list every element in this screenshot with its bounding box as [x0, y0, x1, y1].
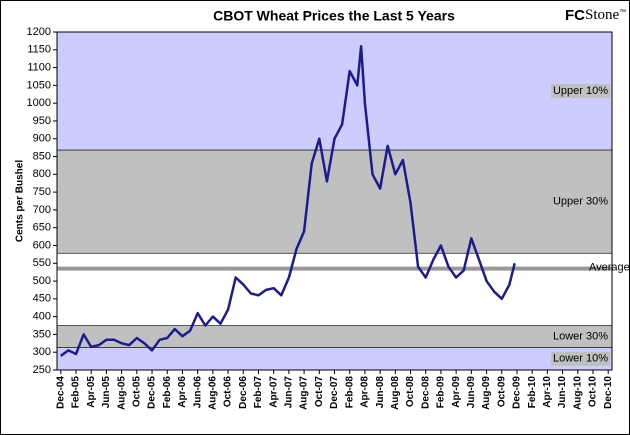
average-label: Average: [589, 262, 630, 274]
y-tick-label: 700: [33, 204, 51, 216]
band-label-group: Lower 10%: [550, 351, 611, 366]
y-tick-label: 1200: [27, 26, 51, 38]
band: [56, 149, 613, 254]
x-tick-label: Oct-06: [223, 376, 234, 408]
x-tick-label: Apr-07: [268, 376, 279, 408]
band-label-bg: [550, 84, 611, 99]
y-tick-label: 1150: [27, 44, 51, 56]
x-tick-label: Feb-06: [162, 376, 173, 409]
band-label-group: Upper 10%: [550, 84, 611, 99]
x-tick-label: Oct-10: [588, 376, 599, 408]
x-tick-label: Dec-05: [147, 376, 158, 409]
x-tick-label: Oct-07: [314, 376, 325, 408]
y-axis-label: Cents per Bushel: [15, 160, 26, 242]
band-label-bg: [550, 194, 611, 209]
x-tick-label: Oct-05: [131, 376, 142, 408]
logo: FCStone™: [565, 7, 626, 24]
y-tick-label: 600: [33, 239, 51, 251]
x-tick-label: Oct-09: [496, 376, 507, 408]
band-label: Upper 10%: [553, 85, 608, 97]
x-tick-label: Jun-05: [101, 376, 112, 409]
y-tick-label: 250: [33, 364, 51, 376]
x-tick-label: Feb-07: [253, 376, 264, 409]
y-tick-label: 550: [33, 257, 51, 269]
x-tick-label: Jun-10: [557, 376, 568, 409]
y-tick-label: 400: [33, 311, 51, 323]
band-label-bg: [550, 329, 611, 344]
x-tick-label: Apr-08: [360, 376, 371, 408]
band: [56, 347, 613, 371]
band: [56, 325, 613, 348]
y-tick-label: 1050: [27, 79, 51, 91]
band: [56, 31, 613, 151]
y-tick-label: 1100: [27, 61, 51, 73]
x-tick-label: Jun-08: [375, 376, 386, 409]
logo-part: FC: [565, 7, 585, 24]
band-label-group: Lower 30%: [550, 329, 611, 344]
y-tick-label: 1000: [27, 97, 51, 109]
x-tick-label: Aug-10: [572, 376, 583, 410]
band-label: Upper 30%: [553, 196, 608, 208]
x-tick-label: Aug-06: [207, 376, 218, 410]
x-tick-label: Feb-10: [527, 376, 538, 409]
logo-part: Stone: [585, 7, 620, 23]
band-label-group: Upper 30%: [550, 194, 611, 209]
x-tick-label: Apr-06: [177, 376, 188, 408]
band-label: Lower 30%: [553, 330, 608, 342]
band-label: Lower 10%: [553, 353, 608, 365]
x-tick-label: Dec-04: [55, 376, 66, 409]
x-tick-label: Oct-08: [405, 376, 416, 408]
x-tick-label: Dec-08: [420, 376, 431, 409]
x-tick-label: Apr-09: [451, 376, 462, 408]
x-tick-label: Aug-05: [116, 376, 127, 410]
x-tick-label: Aug-09: [481, 376, 492, 410]
y-tick-label: 800: [33, 168, 51, 180]
y-tick-label: 450: [33, 293, 51, 305]
y-tick-label: 950: [33, 115, 51, 127]
x-tick-label: Aug-08: [390, 376, 401, 410]
x-tick-label: Jun-09: [466, 376, 477, 409]
y-tick-label: 650: [33, 222, 51, 234]
chart-title: CBOT Wheat Prices the Last 5 Years: [213, 8, 455, 24]
x-tick-label: Dec-06: [238, 376, 249, 409]
x-tick-label: Feb-05: [71, 376, 82, 409]
x-tick-label: Apr-05: [86, 376, 97, 408]
x-tick-label: Jun-07: [284, 376, 295, 409]
x-tick-label: Aug-07: [299, 376, 310, 410]
x-tick-label: Dec-10: [603, 376, 614, 409]
plot-border: [56, 31, 613, 371]
price-line: [60, 44, 516, 357]
x-tick-label: Apr-10: [542, 376, 553, 408]
x-tick-label: Dec-07: [329, 376, 340, 409]
y-tick-label: 850: [33, 150, 51, 162]
x-tick-label: Jun-06: [192, 376, 203, 409]
y-tick-label: 300: [33, 346, 51, 358]
x-tick-label: Dec-09: [512, 376, 523, 409]
band-label-bg: [550, 351, 611, 366]
y-tick-label: 750: [33, 186, 51, 198]
y-tick-label: 900: [33, 133, 51, 145]
y-tick-label: 350: [33, 328, 51, 340]
y-tick-label: 500: [33, 275, 51, 287]
x-tick-label: Feb-09: [436, 376, 447, 409]
logo-part: ™: [619, 9, 626, 16]
x-tick-label: Feb-08: [344, 376, 355, 409]
